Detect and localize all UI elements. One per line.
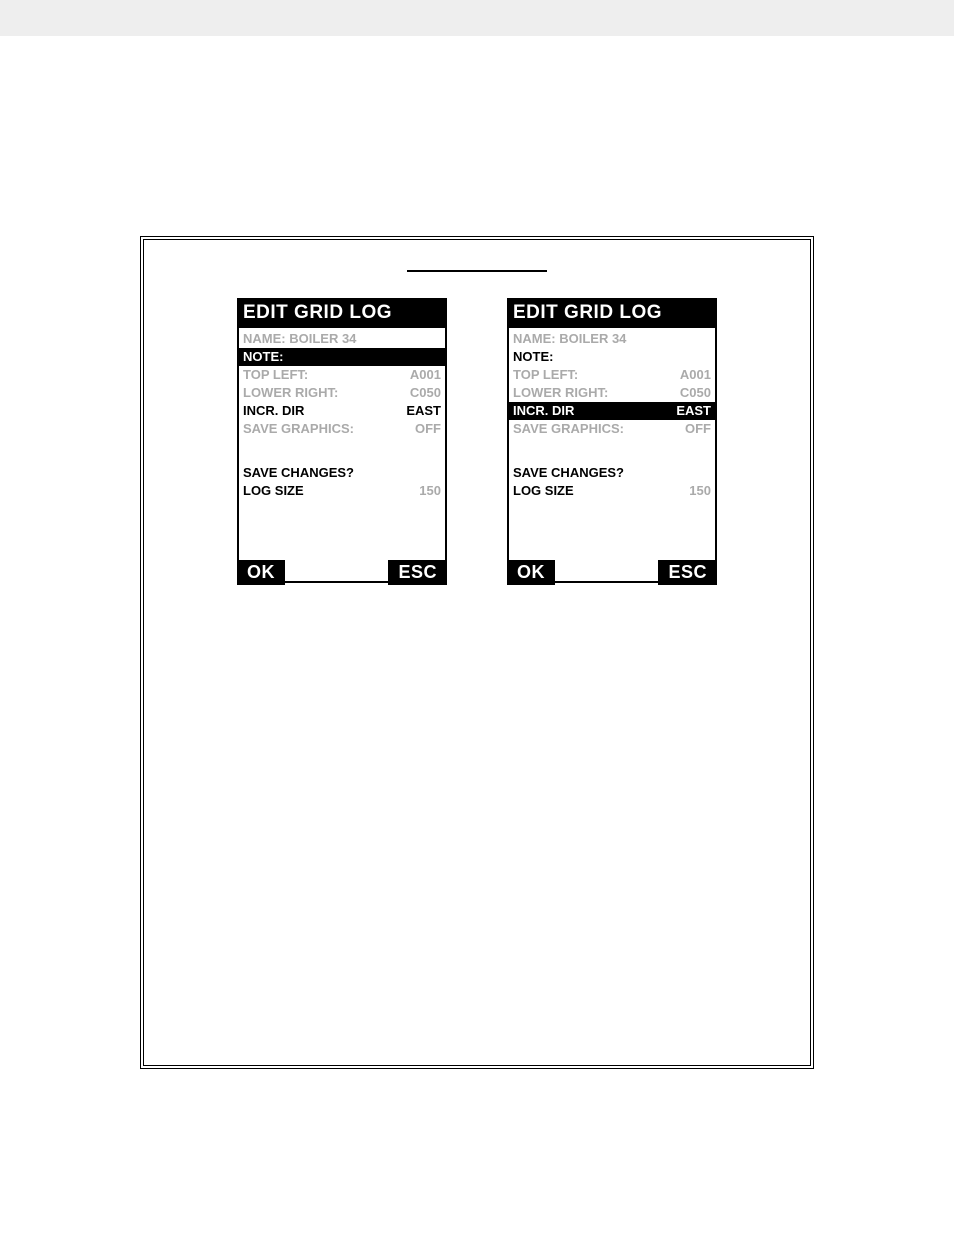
row-savechanges: SAVE CHANGES? [509, 464, 715, 482]
row-label: NOTE: [243, 349, 283, 365]
row-incrdir[interactable]: INCR. DIR EAST [239, 402, 445, 420]
row-label: NAME: BOILER 34 [243, 331, 356, 347]
row-value: OFF [415, 421, 441, 437]
ok-button[interactable]: OK [237, 560, 285, 585]
row-label: TOP LEFT: [243, 367, 308, 383]
row-savegraphics[interactable]: SAVE GRAPHICS: OFF [509, 420, 715, 438]
document-frame: EDIT GRID LOG NAME: BOILER 34 NOTE: TOP … [140, 236, 814, 1069]
row-label: SAVE GRAPHICS: [243, 421, 354, 437]
spacer [509, 438, 715, 464]
lcd-screen-right: EDIT GRID LOG NAME: BOILER 34 NOTE: TOP … [507, 298, 717, 585]
row-value: OFF [685, 421, 711, 437]
row-label: LOG SIZE [243, 483, 304, 499]
title-underline [407, 270, 547, 272]
top-gray-bar [0, 0, 954, 36]
ok-button[interactable]: OK [507, 560, 555, 585]
row-label: NAME: BOILER 34 [513, 331, 626, 347]
row-lowerright[interactable]: LOWER RIGHT: C050 [509, 384, 715, 402]
row-label: INCR. DIR [243, 403, 304, 419]
screens-row: EDIT GRID LOG NAME: BOILER 34 NOTE: TOP … [174, 298, 780, 585]
row-note[interactable]: NOTE: [509, 348, 715, 366]
row-label: INCR. DIR [513, 403, 574, 419]
row-name[interactable]: NAME: BOILER 34 [509, 330, 715, 348]
row-savegraphics[interactable]: SAVE GRAPHICS: OFF [239, 420, 445, 438]
row-name[interactable]: NAME: BOILER 34 [239, 330, 445, 348]
row-label: LOWER RIGHT: [243, 385, 338, 401]
row-incrdir[interactable]: INCR. DIR EAST [509, 402, 715, 420]
row-value: EAST [406, 403, 441, 419]
spacer [509, 500, 715, 560]
lcd-title: EDIT GRID LOG [237, 298, 447, 328]
row-label: SAVE GRAPHICS: [513, 421, 624, 437]
lcd-body: NAME: BOILER 34 NOTE: TOP LEFT: A001 LOW… [507, 328, 717, 560]
row-value: A001 [410, 367, 441, 383]
row-note[interactable]: NOTE: [239, 348, 445, 366]
row-value: 150 [689, 483, 711, 499]
row-lowerright[interactable]: LOWER RIGHT: C050 [239, 384, 445, 402]
lcd-title: EDIT GRID LOG [507, 298, 717, 328]
spacer [239, 438, 445, 464]
row-value: C050 [410, 385, 441, 401]
row-value: A001 [680, 367, 711, 383]
row-topleft[interactable]: TOP LEFT: A001 [509, 366, 715, 384]
row-topleft[interactable]: TOP LEFT: A001 [239, 366, 445, 384]
row-label: SAVE CHANGES? [243, 465, 354, 481]
lcd-screen-left: EDIT GRID LOG NAME: BOILER 34 NOTE: TOP … [237, 298, 447, 585]
row-label: NOTE: [513, 349, 553, 365]
row-logsize: LOG SIZE 150 [239, 482, 445, 500]
footer-gap [285, 558, 388, 583]
row-label: LOG SIZE [513, 483, 574, 499]
row-value: EAST [676, 403, 711, 419]
lcd-footer: OK ESC [507, 560, 717, 585]
row-label: LOWER RIGHT: [513, 385, 608, 401]
lcd-footer: OK ESC [237, 560, 447, 585]
row-label: TOP LEFT: [513, 367, 578, 383]
spacer [239, 500, 445, 560]
footer-gap [555, 558, 658, 583]
esc-button[interactable]: ESC [658, 560, 717, 585]
row-value: 150 [419, 483, 441, 499]
row-logsize: LOG SIZE 150 [509, 482, 715, 500]
esc-button[interactable]: ESC [388, 560, 447, 585]
row-label: SAVE CHANGES? [513, 465, 624, 481]
row-value: C050 [680, 385, 711, 401]
lcd-body: NAME: BOILER 34 NOTE: TOP LEFT: A001 LOW… [237, 328, 447, 560]
row-savechanges: SAVE CHANGES? [239, 464, 445, 482]
